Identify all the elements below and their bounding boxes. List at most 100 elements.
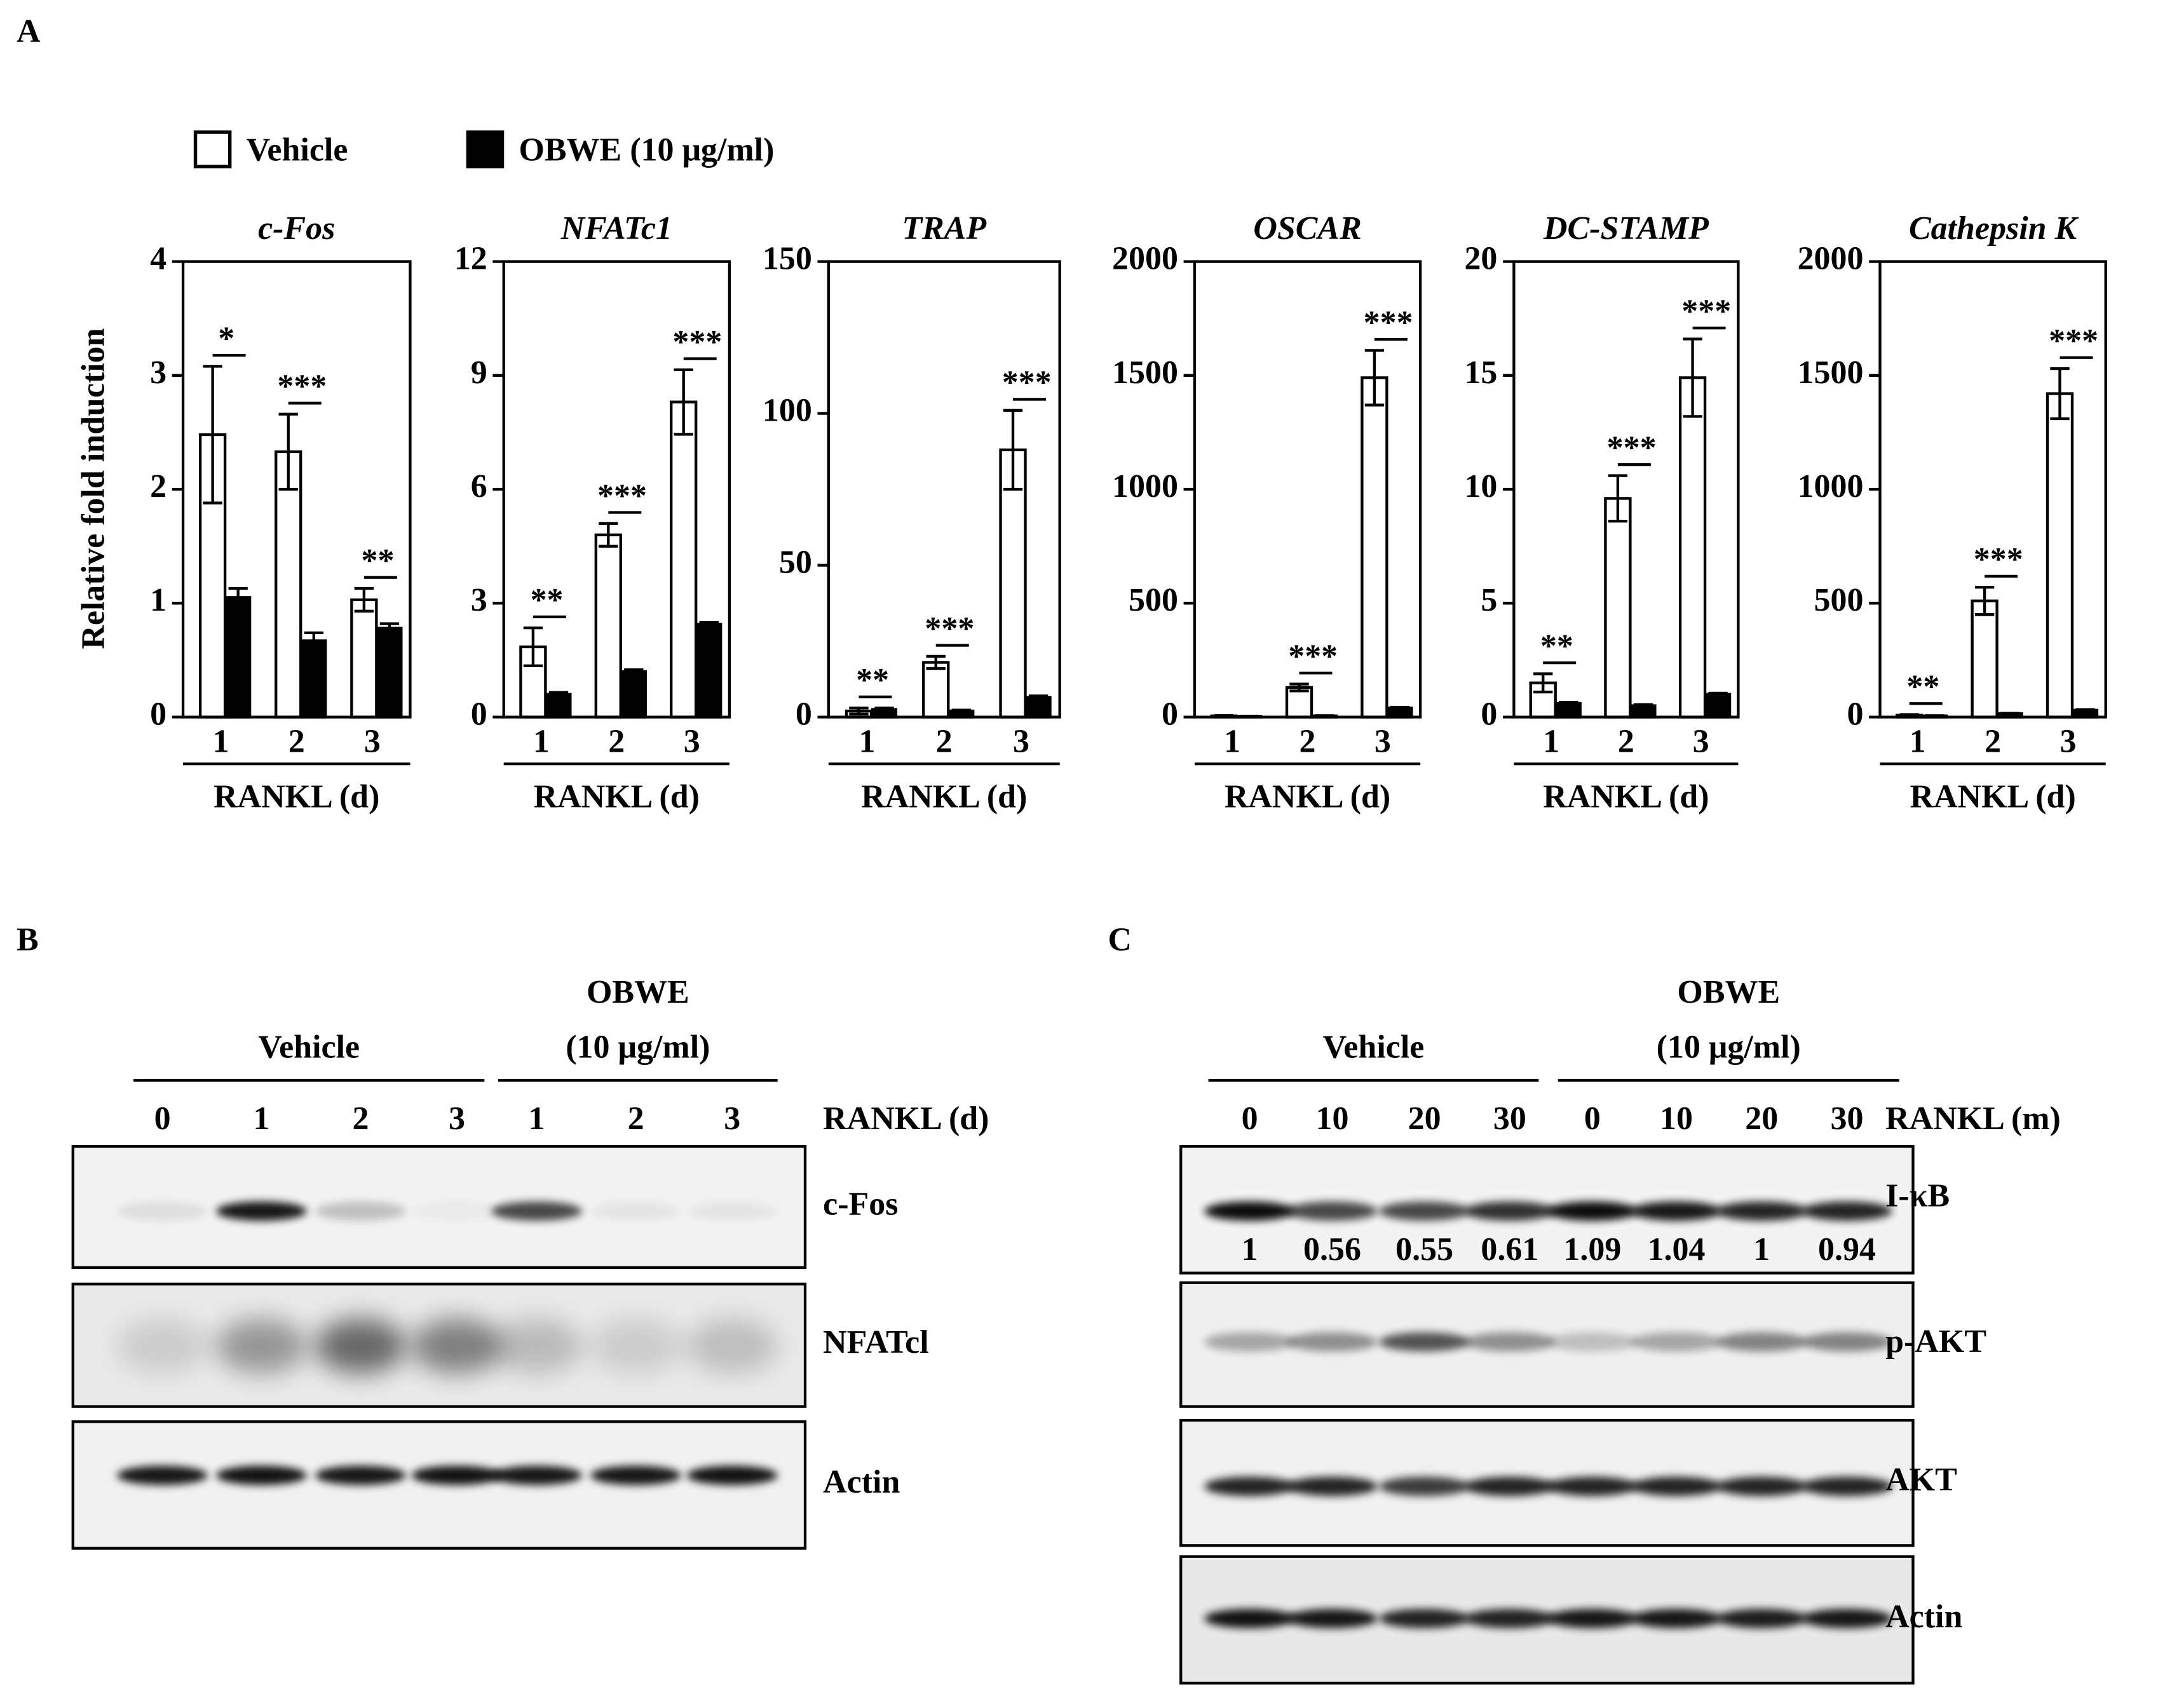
y-tick-label: 1000 [1798,468,1864,505]
lane-label: 3 [449,1101,465,1137]
error-bar [1608,474,1628,523]
error-bar [1364,349,1385,407]
significance-label: *** [2049,323,2098,359]
x-tick-label: 1 [858,724,875,760]
lane-label: 10 [1660,1101,1693,1137]
x-tick-label: 2 [936,724,953,760]
error-bar [674,368,693,436]
bar [545,693,572,719]
x-tick-label: 2 [1618,724,1634,760]
blot-band [590,1201,682,1221]
y-tick-label: 1 [150,582,166,618]
y-tick-label: 15 [1464,355,1497,391]
quantification: 1.09 [1563,1231,1621,1268]
y-tick-label: 9 [471,355,487,391]
error-bar [1683,337,1702,418]
x-tick-label: 3 [684,724,700,760]
significance-label: *** [672,324,722,360]
error-bar [1559,701,1578,706]
bar [1971,599,1999,719]
y-tick-label: 0 [1481,696,1497,732]
error-bar [849,706,869,715]
error-bar [1028,694,1048,700]
lane-axis-label: RANKL (m) [1885,1101,2061,1137]
chart-title: OSCAR [1253,210,1361,247]
significance-label: *** [925,611,974,647]
x-axis-title: RANKL (d) [861,778,1027,815]
group-label: OBWE [1677,974,1780,1010]
quantification: 0.55 [1395,1231,1453,1268]
group-label: OBWE [587,974,689,1010]
bar [1678,376,1707,719]
plot-frame [1512,260,1740,719]
y-tick-label: 0 [796,696,812,732]
blot-band [1379,1201,1470,1221]
lane-label: 20 [1745,1101,1778,1137]
plot-frame [181,260,412,719]
row-label: NFATcl [823,1324,929,1360]
bar [1285,686,1313,719]
error-bar [1390,705,1410,710]
y-tick-label: 6 [471,468,487,505]
significance-label: *** [1364,304,1413,341]
blot-band [1631,1332,1722,1352]
row-label: AKT [1885,1462,1957,1498]
y-axis-title: Relative fold induction [76,328,112,649]
significance-label: *** [1681,293,1731,329]
y-tick-label: 5 [1481,582,1497,618]
blot-band [1204,1477,1296,1496]
legend-label: OBWE (10 μg/ml) [519,132,775,168]
blot-band [411,1465,503,1486]
x-axis-title: RANKL (d) [1910,778,2075,815]
x-tick-label: 2 [288,724,305,760]
panel-label: C [1108,922,1132,958]
plot-frame [827,260,1061,719]
blot-band [1464,1332,1556,1352]
lane-label: 20 [1408,1101,1441,1137]
bar [620,670,647,719]
chart-title: c-Fos [258,210,335,247]
lane-label: 0 [1584,1101,1601,1137]
blot-band [686,1318,778,1374]
lane-label: 1 [254,1101,270,1137]
lane-label: 30 [1831,1101,1864,1137]
y-tick-label: 10 [1464,468,1497,505]
bar [376,627,403,719]
blot-band [1204,1608,1296,1629]
y-tick-label: 4 [150,241,166,277]
x-tick-label: 3 [364,724,381,760]
error-bar [951,708,971,714]
group-label: Vehicle [258,1029,360,1066]
error-bar [379,622,400,635]
bar [1705,693,1732,719]
blot-band [1204,1201,1296,1221]
significance-label: * [218,320,234,356]
blot-band [216,1465,307,1486]
blot-band [1379,1332,1470,1352]
error-bar [1003,409,1023,491]
significance-label: *** [597,478,647,514]
blot-band [1379,1477,1470,1496]
y-tick-label: 500 [1814,582,1864,618]
error-bar [548,691,569,698]
blot-band [590,1318,682,1374]
x-tick-label: 1 [213,724,229,760]
y-tick-label: 20 [1464,241,1497,277]
x-tick-label: 3 [2060,724,2077,760]
legend-label: Vehicle [247,132,348,168]
row-label: c-Fos [823,1186,898,1222]
bar [1361,376,1388,719]
y-tick-label: 0 [150,696,166,732]
bar [225,596,252,719]
bar [594,533,622,719]
lane-label: 1 [529,1101,545,1137]
blot-band [315,1201,406,1221]
x-axis-title: RANKL (d) [1225,778,1390,815]
y-tick-label: 1500 [1798,355,1864,391]
blot-band [1287,1332,1378,1352]
plot-frame [502,260,731,719]
lane-label: 3 [724,1101,740,1137]
bar [2046,392,2074,719]
group-label: Vehicle [1323,1029,1425,1066]
